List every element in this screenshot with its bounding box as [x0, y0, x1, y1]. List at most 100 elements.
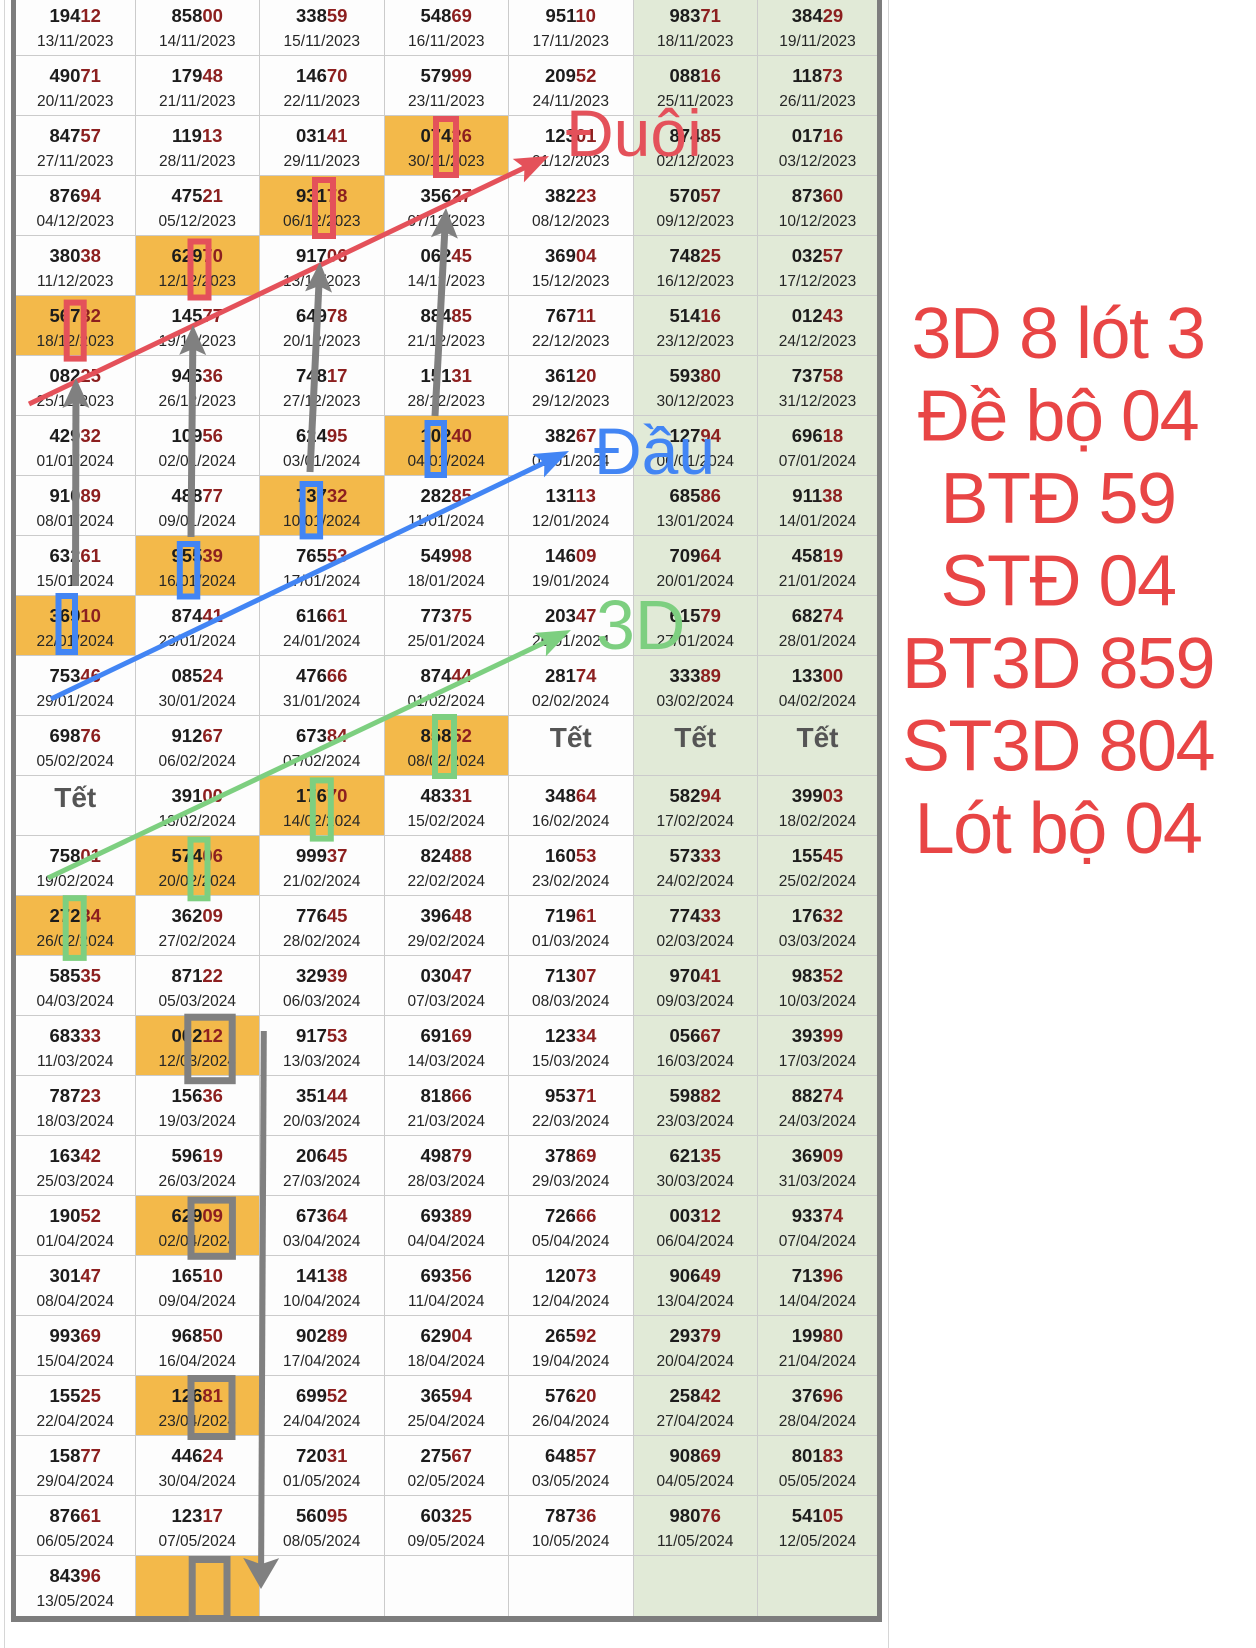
prize-number-head: 131	[545, 485, 576, 506]
prize-number-tail: 10	[575, 5, 596, 26]
prize-number: 67364	[260, 1206, 384, 1225]
prize-number-head: 765	[296, 545, 327, 566]
prize-number-head: 818	[420, 1085, 452, 1106]
prize-number-head: 876	[49, 185, 81, 206]
prize-number: 48331	[385, 786, 509, 805]
prize-number-head: 955	[171, 545, 203, 566]
result-cell: 14138 10/04/2024	[260, 1256, 385, 1316]
draw-date: 25/04/2024	[407, 1413, 486, 1430]
prize-number: 98371	[634, 6, 758, 25]
result-cell: 87360 10/12/2023	[758, 176, 877, 236]
draw-date: 15/01/2024	[36, 573, 115, 590]
prize-number-tail: 18	[822, 425, 844, 446]
prize-number: 27234	[16, 906, 135, 925]
prize-number: 62909	[136, 1206, 260, 1225]
draw-date: 14/01/2024	[778, 513, 857, 530]
prize-number-head: 980	[669, 1505, 701, 1526]
prize-number: 35627	[385, 186, 509, 205]
result-cell: 13113 12/01/2024	[509, 476, 634, 536]
prize-number-head: 088	[669, 65, 701, 86]
result-cell: 45819 21/01/2024	[758, 536, 877, 596]
result-cell: 32939 06/03/2024	[260, 956, 385, 1016]
prize-number-tail: 61	[80, 545, 101, 566]
tet-holiday-cell: Tết	[633, 716, 758, 776]
prize-number-tail: 53	[326, 1025, 348, 1046]
prize-number: 14577	[136, 306, 260, 325]
result-cell: 59380 30/12/2023	[633, 356, 758, 416]
draw-date: 22/04/2024	[36, 1413, 115, 1430]
prize-number: 69618	[758, 426, 877, 445]
draw-date: 26/01/2024	[531, 633, 610, 650]
draw-date: 22/01/2024	[36, 633, 115, 650]
draw-date: 26/11/2023	[779, 93, 856, 110]
prize-number-tail: 57	[575, 1445, 597, 1466]
prize-number-head: 910	[49, 485, 81, 506]
prize-number: 33389	[634, 666, 758, 685]
draw-date: 06/03/2024	[282, 993, 361, 1010]
prize-number: 62904	[385, 1326, 509, 1345]
prize-number-tail: 76	[700, 1505, 721, 1526]
prize-number-head: 123	[171, 1505, 203, 1526]
prize-number-tail: 94	[700, 425, 721, 446]
draw-date: 28/04/2024	[778, 1413, 857, 1430]
prize-number-tail: 35	[80, 965, 101, 986]
draw-date: 06/04/2024	[656, 1233, 735, 1250]
result-cell: 36910 22/01/2024	[16, 596, 136, 656]
draw-date: 04/12/2023	[36, 213, 115, 230]
prize-number-tail: 16	[822, 125, 844, 146]
result-cell: 27567 02/05/2024	[384, 1436, 509, 1496]
prize-number-head: 483	[420, 785, 452, 806]
prize-number: 76711	[509, 306, 633, 325]
result-cell: 36120 29/12/2023	[509, 356, 634, 416]
prize-number: 62495	[260, 426, 384, 445]
prize-number: 87360	[758, 186, 877, 205]
prize-number-head: 946	[171, 365, 203, 386]
result-cell: 91706 13/12/2023	[260, 236, 385, 296]
prize-number-tail: 42	[80, 1145, 101, 1166]
draw-date: 01/01/2024	[36, 453, 115, 470]
prize-number: 69169	[385, 1026, 509, 1045]
prize-number-head: 917	[296, 245, 327, 266]
result-cell: 77645 28/02/2024	[260, 896, 385, 956]
prize-number-head: 458	[791, 545, 823, 566]
result-cell: 25842 27/04/2024	[633, 1376, 758, 1436]
prize-number-tail: 56	[451, 1265, 472, 1286]
prize-number-tail: 77	[202, 305, 223, 326]
empty-cell	[633, 1556, 758, 1616]
draw-date: 08/02/2024	[407, 753, 486, 770]
prize-number-tail: 38	[326, 1265, 348, 1286]
prize-number: 54998	[385, 546, 509, 565]
prize-number-tail: 45	[326, 905, 348, 926]
prize-number-tail: 10	[80, 605, 101, 626]
draw-date: 19/11/2023	[779, 33, 856, 50]
result-cell: 15877 29/04/2024	[16, 1436, 136, 1496]
draw-date: 16/12/2023	[656, 273, 735, 290]
prize-number-tail: 79	[451, 1145, 472, 1166]
result-cell: 57406 20/02/2024	[135, 836, 260, 896]
prize-number: 36209	[136, 906, 260, 925]
prize-number: 71396	[758, 1266, 877, 1285]
result-cell: 28285 11/01/2024	[384, 476, 509, 536]
result-cell: 49879 28/03/2024	[384, 1136, 509, 1196]
prize-number: 91138	[758, 486, 877, 505]
result-cell: 71961 01/03/2024	[509, 896, 634, 956]
prize-number: 64978	[260, 306, 384, 325]
result-cell: 57333 24/02/2024	[633, 836, 758, 896]
prize-number-head: 498	[420, 1145, 452, 1166]
prize-number: 15877	[16, 1446, 135, 1465]
empty-cell	[384, 1556, 509, 1616]
result-cell: 08524 30/01/2024	[135, 656, 260, 716]
prize-number-head: 673	[296, 1205, 327, 1226]
prize-number: 78736	[509, 1506, 633, 1525]
draw-date: 02/03/2024	[656, 933, 735, 950]
result-cell: 88274 24/03/2024	[758, 1076, 877, 1136]
draw-date: 13/01/2024	[656, 513, 735, 530]
prize-number: 56732	[16, 306, 135, 325]
result-cell: 57999 23/11/2023	[384, 56, 509, 116]
prize-number-tail: 09	[202, 905, 223, 926]
result-cell: 10956 02/01/2024	[135, 416, 260, 476]
draw-date: 14/11/2023	[159, 33, 236, 50]
draw-date: 01/03/2024	[531, 933, 610, 950]
result-cell: 17948 21/11/2023	[135, 56, 260, 116]
result-cell: 38038 11/12/2023	[16, 236, 136, 296]
